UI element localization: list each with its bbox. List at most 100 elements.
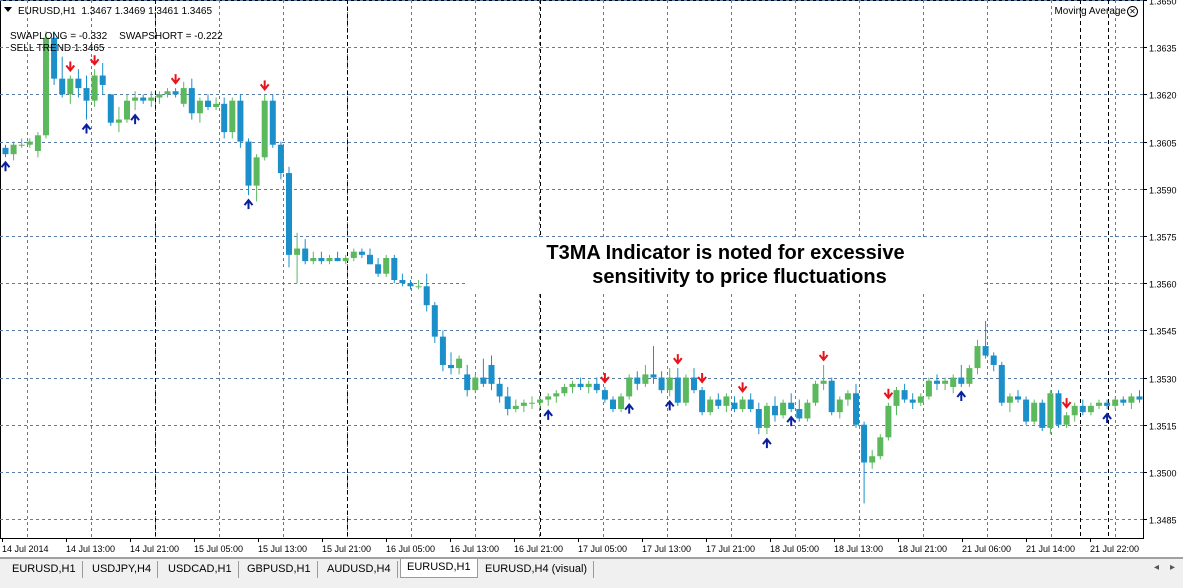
tab-chart-4[interactable]: AUDUSD,H4	[321, 561, 398, 578]
candle-body	[537, 399, 544, 403]
candle-body	[302, 248, 309, 262]
x-tick-label: 21 Jul 22:00	[1090, 544, 1139, 554]
tab-chart-6[interactable]: EURUSD,H4 (visual)	[479, 561, 595, 578]
candle-body	[91, 75, 98, 101]
swap-info: SWAPLONG = -0.332 SWAPSHORT = -0.222	[10, 31, 235, 42]
candle-body	[107, 94, 114, 123]
candle-body	[950, 377, 957, 387]
candle-body	[75, 78, 82, 89]
close-circle-icon[interactable]: ✕	[1127, 6, 1138, 17]
x-tick-label: 17 Jul 13:00	[642, 544, 691, 554]
candle-body	[861, 424, 868, 463]
y-tick-label: 1.3635	[1149, 44, 1177, 54]
y-tick-label: 1.3485	[1149, 516, 1177, 526]
candle-body	[1031, 402, 1038, 422]
tab-chart-3[interactable]: GBPUSD,H1	[241, 561, 318, 578]
candle-body	[658, 377, 665, 391]
candle-body	[958, 377, 965, 384]
buy-arrow-icon	[762, 437, 772, 449]
candle-body	[529, 402, 535, 404]
candle-body	[164, 91, 171, 95]
candle-body	[286, 173, 292, 255]
candle-body	[464, 374, 471, 391]
candle-body	[1120, 399, 1127, 403]
y-tick-label: 1.3515	[1149, 422, 1177, 432]
annotation-box: T3MA Indicator is noted for excessive se…	[468, 238, 983, 293]
buy-arrow-icon	[664, 399, 675, 411]
symbol-menu-icon[interactable]	[4, 7, 12, 12]
candle-body	[747, 399, 754, 410]
candle-body	[261, 100, 268, 158]
indicator-name[interactable]: Moving Average	[1054, 6, 1126, 17]
buy-arrow-icon	[956, 390, 967, 401]
swapshort-label: SWAPSHORT = -0.222	[119, 31, 223, 42]
candle-body	[691, 377, 697, 391]
chart-header: EURUSD,H1 1.3467 1.3469 1.3461 1.3465	[18, 6, 212, 17]
candle-body	[1136, 396, 1143, 400]
sell-arrow-icon	[600, 372, 610, 384]
candle-body	[269, 100, 276, 145]
candle-body	[998, 364, 1005, 403]
candle-body	[772, 405, 778, 416]
candle-body	[83, 88, 90, 101]
candle-body	[885, 405, 892, 438]
candle-body	[496, 383, 503, 397]
candle-body	[156, 94, 163, 98]
candle-body	[367, 254, 373, 265]
y-tick-label: 1.3620	[1149, 91, 1177, 101]
x-tick-label: 21 Jul 06:00	[962, 544, 1011, 554]
candle-body	[2, 147, 9, 155]
candle-body	[1087, 405, 1094, 413]
candle-body	[1096, 402, 1102, 406]
candle-body	[569, 383, 576, 387]
candle-body	[18, 144, 25, 146]
candle-body	[67, 78, 74, 95]
y-tick-label: 1.3575	[1149, 233, 1177, 243]
candle-body	[1128, 396, 1135, 403]
buy-arrow-icon	[543, 409, 553, 420]
tab-chart-0[interactable]: EURUSD,H1	[6, 561, 83, 578]
candle-body	[901, 390, 908, 400]
candle-body	[237, 100, 244, 142]
candle-body	[277, 144, 284, 174]
candle-body	[836, 399, 843, 413]
candle-body	[561, 386, 568, 394]
tab-chart-5[interactable]: EURUSD,H1	[400, 559, 478, 578]
y-tick-label: 1.3605	[1149, 139, 1177, 149]
candle-body	[934, 380, 940, 384]
chart-tab-bar: EURUSD,H1 USDJPY,H4 USDCAD,H1 GBPUSD,H1 AUDU…	[0, 558, 1183, 588]
swaplong-label: SWAPLONG = -0.332	[10, 31, 108, 42]
candle-body	[869, 456, 876, 463]
candle-body	[763, 405, 770, 428]
candle-body	[431, 305, 438, 337]
candle-body	[1104, 402, 1111, 406]
candle-body	[350, 251, 357, 258]
x-tick-label: 18 Jul 05:00	[770, 544, 819, 554]
candle-body	[674, 377, 681, 403]
buy-arrow-icon	[786, 415, 796, 427]
candle-body	[942, 380, 949, 384]
scroll-right-icon[interactable]: ▸	[1170, 562, 1176, 573]
candle-body	[593, 383, 600, 391]
candle-body	[488, 364, 495, 384]
candle-body	[1071, 405, 1078, 416]
candle-body	[221, 103, 228, 133]
candle-body	[140, 97, 147, 101]
candle-body	[124, 100, 130, 120]
candle-body	[909, 399, 916, 403]
sell-arrow-icon	[89, 55, 100, 66]
buy-arrow-icon	[243, 198, 254, 210]
candle-body	[545, 396, 552, 400]
candle-body	[480, 377, 487, 384]
sell-arrow-icon	[883, 388, 894, 400]
x-tick-label: 21 Jul 14:00	[1026, 544, 1075, 554]
candle-body	[51, 37, 58, 79]
tab-chart-2[interactable]: USDCAD,H1	[162, 561, 239, 578]
candle-body	[610, 399, 616, 410]
candle-body	[415, 286, 422, 288]
scroll-left-icon[interactable]: ◂	[1154, 562, 1160, 573]
tab-chart-1[interactable]: USDJPY,H4	[86, 561, 159, 578]
candle-body	[853, 393, 859, 425]
